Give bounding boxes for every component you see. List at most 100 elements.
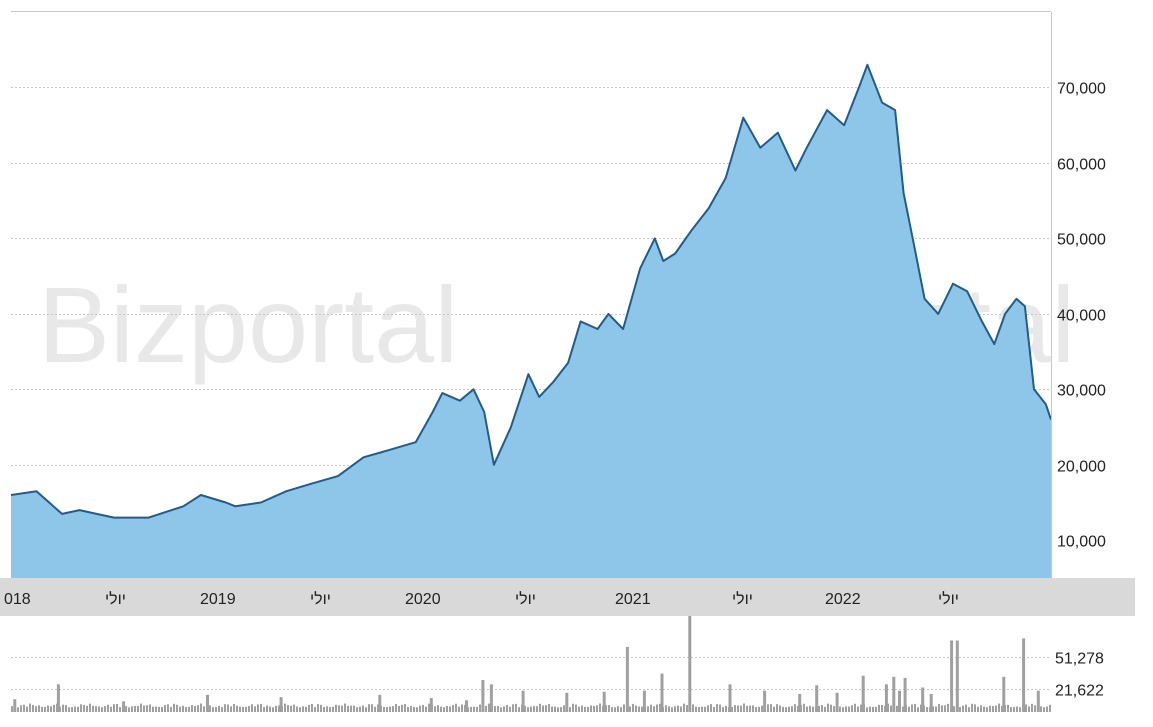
volume-bar xyxy=(665,705,667,712)
volume-bar xyxy=(845,706,847,712)
volume-bar xyxy=(929,693,933,712)
volume-bar xyxy=(116,704,118,712)
volume-bar xyxy=(593,705,595,712)
volume-bar xyxy=(998,703,1000,712)
volume-bar xyxy=(903,677,907,712)
volume-bar xyxy=(809,705,811,712)
volume-bar xyxy=(74,706,76,712)
volume-bar xyxy=(752,705,754,712)
volume-bar xyxy=(125,706,127,712)
x-tick-label: 2019 xyxy=(200,591,236,608)
volume-bar xyxy=(377,704,379,712)
volume-bar xyxy=(23,704,25,712)
volume-bar xyxy=(635,705,637,712)
volume-bar xyxy=(575,704,577,712)
volume-bar xyxy=(278,705,280,712)
x-tick-label: יולי xyxy=(515,590,536,608)
volume-bar xyxy=(1040,706,1042,712)
volume-bar xyxy=(851,705,853,712)
volume-bar xyxy=(47,705,49,712)
volume-bar xyxy=(332,706,334,712)
volume-bar xyxy=(917,707,919,712)
volume-bar xyxy=(389,706,391,712)
volume-bar xyxy=(227,704,229,712)
volume-bar xyxy=(642,690,646,712)
volume-bar xyxy=(326,706,328,712)
volume-bar xyxy=(749,705,751,712)
volume-bar xyxy=(869,706,871,712)
volume-bar xyxy=(1016,706,1018,712)
volume-bar xyxy=(921,687,925,712)
volume-bar xyxy=(128,707,130,712)
volume-bar xyxy=(932,706,934,712)
x-tick-label: יולי xyxy=(310,590,331,608)
price-y-tick-label: 30,000 xyxy=(1057,383,1106,400)
volume-bar xyxy=(533,706,535,712)
volume-bar xyxy=(167,704,169,712)
volume-bar xyxy=(353,705,355,712)
volume-bar xyxy=(410,706,412,712)
volume-bar xyxy=(53,704,55,712)
volume-bar xyxy=(722,707,724,712)
volume-bar xyxy=(812,706,814,712)
volume-bar xyxy=(32,704,34,712)
volume-bar xyxy=(848,706,850,712)
volume-bar xyxy=(398,705,400,712)
volume-bar xyxy=(656,704,658,712)
price-area xyxy=(11,63,1051,578)
volume-bar xyxy=(955,640,959,712)
volume-bar xyxy=(821,705,823,712)
volume-bar xyxy=(233,704,235,712)
volume-bar xyxy=(536,706,538,712)
volume-bar xyxy=(434,706,436,712)
volume-bar xyxy=(839,706,841,712)
volume-bar xyxy=(224,704,226,712)
volume-bar xyxy=(935,706,937,712)
volume-bar xyxy=(368,704,370,712)
volume-bar xyxy=(515,703,517,712)
volume-bar xyxy=(401,704,403,712)
volume-bar xyxy=(239,706,241,712)
volume-bar xyxy=(62,704,64,712)
volume-bar xyxy=(308,705,310,712)
volume-bar xyxy=(20,705,22,712)
volume-bar xyxy=(842,707,844,712)
volume-bar xyxy=(284,703,286,712)
volume-bar xyxy=(263,707,265,712)
volume-bar xyxy=(296,706,298,712)
volume-bar xyxy=(257,704,259,712)
volume-bar xyxy=(590,705,592,712)
volume-bar xyxy=(359,706,361,712)
volume-bar xyxy=(41,706,43,712)
x-tick-label: 2021 xyxy=(615,591,651,608)
volume-bar xyxy=(890,705,892,712)
volume-bar xyxy=(188,706,190,712)
volume-bar xyxy=(782,706,784,712)
watermark-left: Bizportal xyxy=(38,264,458,385)
volume-bar xyxy=(704,706,706,712)
volume-bar xyxy=(938,703,940,712)
volume-bar xyxy=(65,705,67,712)
volume-y-tick-label: 51,278 xyxy=(1055,651,1104,668)
volume-bars xyxy=(11,616,1051,712)
volume-bar xyxy=(625,646,629,712)
volume-bar xyxy=(107,704,109,712)
volume-bar xyxy=(944,705,946,712)
volume-bar xyxy=(803,703,805,712)
volume-bar xyxy=(632,703,634,712)
volume-bar xyxy=(701,706,703,712)
volume-bar xyxy=(179,706,181,712)
volume-bar xyxy=(155,706,157,712)
volume-y-axis: 21,622 51,278 xyxy=(1055,651,1104,700)
volume-bar xyxy=(565,692,569,712)
volume-bar xyxy=(605,705,607,712)
volume-bar xyxy=(455,703,457,712)
volume-bar xyxy=(386,707,388,712)
volume-bar xyxy=(71,707,73,712)
volume-bar xyxy=(686,705,688,712)
volume-bar xyxy=(446,705,448,712)
price-y-tick-label: 20,000 xyxy=(1057,459,1106,476)
volume-bar xyxy=(500,707,502,712)
volume-bar xyxy=(941,705,943,712)
